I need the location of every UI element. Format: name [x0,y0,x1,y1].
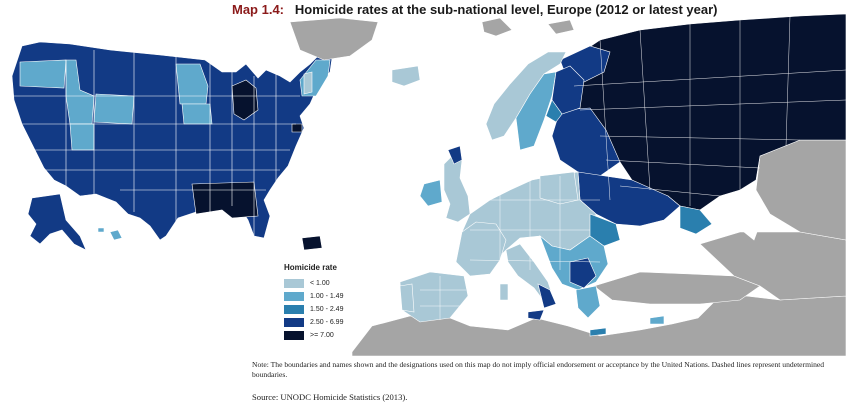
usa-region-iowa [181,103,213,125]
region-balkans-dark [569,257,597,289]
usa-region-maryland [291,123,303,133]
legend-item: >= 7.00 [284,329,343,341]
region-caspian-sea [739,195,761,241]
usa-region-hawaii [109,229,123,241]
region-svalbard [481,17,513,37]
legend-item: 2.50 - 6.99 [284,316,343,328]
europe-map [289,13,846,357]
legend-item: 1.00 - 1.49 [284,290,343,302]
legend-swatch [284,304,304,314]
legend: Homicide rate < 1.00 1.00 - 1.49 1.50 - … [284,263,343,342]
region-sardinia [499,283,509,301]
region-sweden [515,71,557,151]
map-title: Map 1.4: Homicide rates at the sub-natio… [232,2,718,17]
region-finland-south [545,99,563,123]
region-iberia [399,271,469,323]
region-black-sea [617,225,695,263]
legend-swatch [284,330,304,340]
region-sicily [527,309,545,321]
legend-label: >= 7.00 [310,331,334,339]
usa-region-utah [69,123,95,151]
usa-map [11,41,333,251]
legend-swatch [284,317,304,327]
legend-swatch [284,291,304,301]
region-scotland [447,145,463,165]
region-norway [485,51,567,141]
map-number: Map 1.4: [232,2,285,17]
usa-region-hawaii-islands [97,227,105,233]
region-caucasus [679,205,713,235]
legend-label: < 1.00 [310,279,330,287]
legend-swatch [284,278,304,288]
legend-label: 2.50 - 6.99 [310,318,344,326]
map-source: Source: UNODC Homicide Statistics (2013)… [252,392,408,402]
region-romania [589,213,621,247]
region-central-asia [755,139,846,241]
region-crete [589,327,607,337]
legend-label: 1.00 - 1.49 [310,292,344,300]
usa-region-minnesota [175,63,209,105]
usa-region-michigan [231,79,259,121]
region-greece [575,285,601,319]
subnational-boundaries [420,15,846,320]
legend-title: Homicide rate [284,263,337,272]
region-ireland [419,179,443,207]
legend-item: < 1.00 [284,277,343,289]
usa-region-deep-south [191,181,259,219]
usa-region-puerto-rico [301,235,323,251]
region-greenland [289,17,379,61]
usa-region-alaska [27,193,87,251]
region-great-britain [443,153,471,223]
region-italy-south [537,283,557,309]
map-title-text: Homicide rates at the sub-national level… [294,2,718,17]
region-portugal [399,283,415,313]
region-iceland [391,65,421,87]
map-note: Note: The boundaries and names shown and… [252,360,825,379]
region-turkey [593,271,761,305]
usa-region-washington [19,59,67,89]
usa-state-boundaries [14,50,300,236]
region-middle-east [699,231,846,301]
region-cyprus [649,315,665,325]
legend-item: 1.50 - 2.49 [284,303,343,315]
usa-region-wyoming [93,93,135,125]
usa-region-vermont [303,71,313,95]
legend-label: 1.50 - 2.49 [310,305,344,313]
region-poland [539,171,579,205]
region-svalbard-2 [547,19,575,35]
usa-region-idaho [65,59,95,125]
